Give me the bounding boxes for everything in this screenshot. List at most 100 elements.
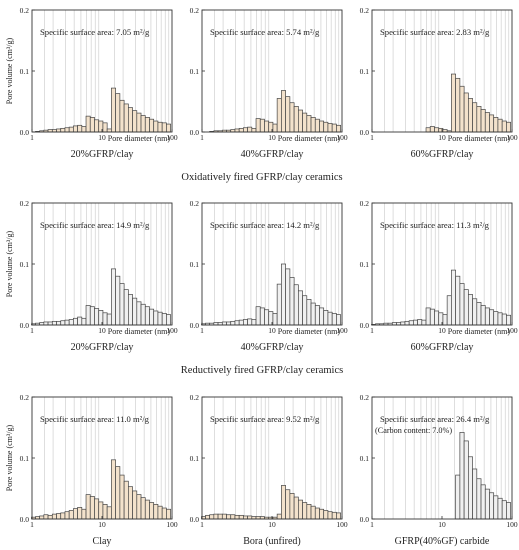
bar bbox=[417, 319, 423, 326]
bar bbox=[247, 515, 253, 520]
y-tick-label: 0.1 bbox=[190, 67, 200, 76]
bar bbox=[310, 505, 316, 520]
bar bbox=[298, 499, 303, 520]
bar bbox=[476, 478, 482, 520]
bar bbox=[85, 115, 91, 133]
bar bbox=[289, 493, 295, 520]
y-axis-label: Pore volume (cm³/g) bbox=[5, 37, 14, 104]
y-tick-label: 0.2 bbox=[190, 6, 200, 15]
bar bbox=[153, 310, 159, 326]
bar bbox=[272, 313, 278, 326]
annotation: Specific surface area: 14.2 m²/g bbox=[210, 220, 320, 230]
subplot-6: Specific surface area: 11.3 m²/g 0.0 0.1 0.… bbox=[360, 199, 518, 353]
bar bbox=[89, 496, 95, 520]
x-axis-label: Pore diameter (nm) bbox=[278, 134, 341, 143]
bar bbox=[230, 514, 236, 520]
bar bbox=[323, 310, 329, 326]
bar bbox=[77, 124, 83, 133]
y-tick-label: 0.1 bbox=[190, 454, 200, 463]
bar bbox=[51, 513, 57, 520]
bar bbox=[306, 299, 312, 326]
bar bbox=[111, 268, 116, 326]
bar bbox=[310, 117, 316, 133]
bar bbox=[102, 312, 108, 326]
bar bbox=[111, 87, 116, 133]
subplot-title: 40%GFRP/clay bbox=[241, 342, 304, 353]
bar bbox=[226, 514, 232, 520]
bar bbox=[132, 297, 138, 326]
x-tick-label: 10 bbox=[438, 326, 446, 335]
bar bbox=[51, 320, 57, 326]
bar bbox=[429, 126, 435, 133]
bar bbox=[94, 498, 100, 520]
subplot-title: 20%GFRP/clay bbox=[71, 342, 134, 353]
bar bbox=[336, 512, 341, 520]
bar bbox=[302, 295, 308, 326]
y-tick-label: 0.0 bbox=[360, 515, 370, 524]
bar bbox=[497, 312, 503, 326]
y-tick-label: 0.1 bbox=[20, 67, 30, 76]
bar bbox=[302, 112, 308, 133]
bar bbox=[480, 109, 486, 133]
bar bbox=[47, 514, 53, 520]
bar bbox=[47, 321, 53, 326]
bar bbox=[489, 114, 495, 133]
bar bbox=[209, 514, 215, 520]
bar bbox=[119, 283, 125, 326]
bar bbox=[468, 456, 473, 520]
bar bbox=[140, 497, 146, 520]
bar bbox=[60, 127, 66, 133]
bar bbox=[506, 314, 511, 326]
x-tick-label: 10 bbox=[268, 520, 276, 529]
bar bbox=[497, 118, 503, 133]
bar bbox=[157, 505, 163, 520]
y-tick-label: 0.1 bbox=[360, 260, 370, 269]
bar bbox=[68, 319, 74, 326]
bar bbox=[238, 319, 244, 326]
bar bbox=[166, 508, 171, 520]
bar bbox=[81, 317, 87, 326]
subplot-3: Specific surface area: 2.83 m²/g 0.0 0.1 0.… bbox=[360, 6, 518, 160]
bar bbox=[77, 507, 83, 520]
bar bbox=[102, 504, 108, 520]
bar bbox=[144, 117, 150, 133]
bar bbox=[221, 321, 227, 326]
subplot-9: Specific surface area: 26.4 m²/g (Carbon … bbox=[360, 393, 518, 547]
bar bbox=[68, 510, 74, 520]
bar bbox=[123, 480, 129, 520]
bar bbox=[327, 123, 333, 133]
bar bbox=[472, 298, 478, 326]
y-tick-label: 0.2 bbox=[360, 6, 370, 15]
bar bbox=[251, 319, 257, 326]
bar bbox=[161, 122, 167, 133]
subplot-title: 40%GFRP/clay bbox=[241, 149, 304, 160]
y-tick-label: 0.1 bbox=[20, 260, 30, 269]
bar bbox=[302, 502, 308, 520]
bar bbox=[161, 507, 167, 520]
subplot-7: Specific surface area: 11.0 m²/g 0.0 0.1 0.… bbox=[5, 393, 178, 547]
bar bbox=[306, 115, 312, 133]
bar bbox=[484, 488, 490, 520]
bar bbox=[259, 307, 265, 326]
annotation: Specific surface area: 26.4 m²/g bbox=[380, 414, 490, 424]
x-tick-label: 10 bbox=[268, 326, 276, 335]
bar bbox=[468, 294, 473, 326]
bar bbox=[64, 319, 70, 326]
x-tick-label: 1 bbox=[200, 133, 204, 142]
row-caption-oxidative: Oxidatively fired GFRP/clay ceramics bbox=[181, 172, 342, 183]
bar bbox=[102, 122, 108, 133]
bar bbox=[484, 307, 490, 326]
bar bbox=[289, 102, 295, 133]
bar bbox=[501, 313, 507, 326]
annotation: Specific surface area: 11.3 m²/g bbox=[380, 220, 490, 230]
bar bbox=[73, 317, 78, 326]
bar bbox=[480, 484, 486, 520]
y-tick-label: 0.2 bbox=[360, 393, 370, 402]
bar bbox=[501, 120, 507, 133]
y-tick-label: 0.2 bbox=[190, 393, 200, 402]
bar bbox=[476, 302, 482, 326]
bar bbox=[451, 73, 456, 133]
bar bbox=[285, 96, 291, 133]
bar bbox=[276, 98, 282, 133]
